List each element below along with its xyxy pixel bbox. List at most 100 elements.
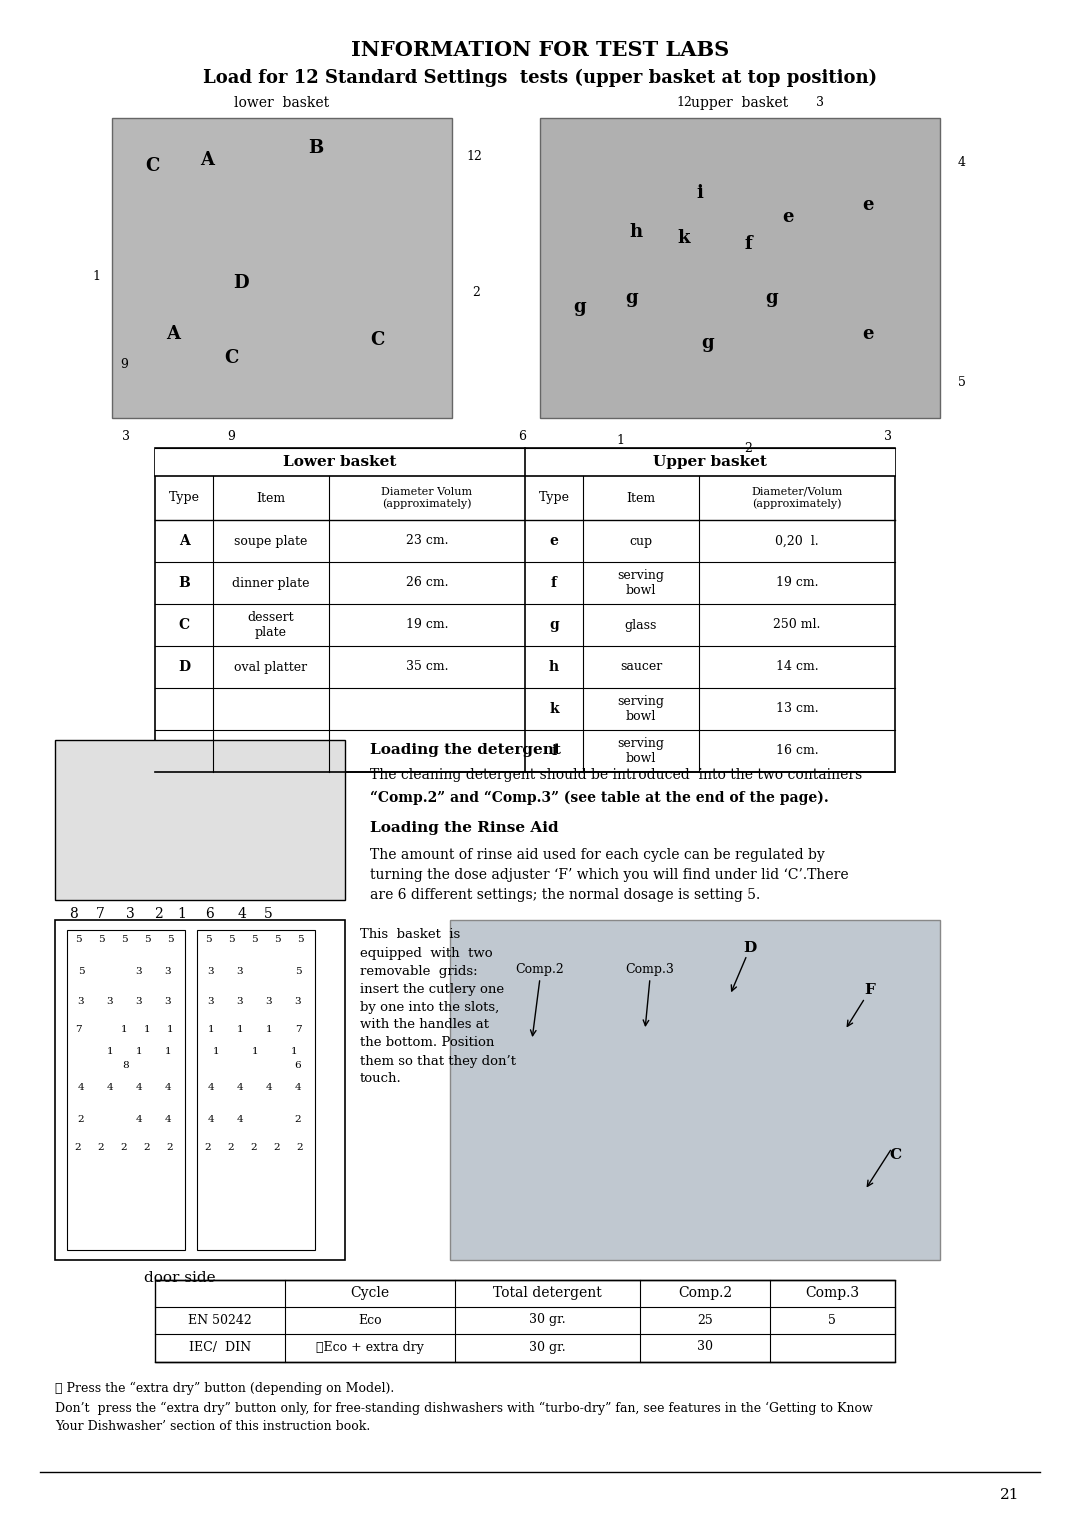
Text: 2: 2 [295, 1115, 301, 1125]
Text: are 6 different settings; the normal dosage is setting 5.: are 6 different settings; the normal dos… [370, 888, 760, 902]
Text: 9: 9 [227, 429, 235, 443]
Text: 1: 1 [164, 1048, 172, 1056]
Text: F: F [865, 983, 876, 996]
Text: removable  grids:: removable grids: [360, 964, 477, 978]
Text: 5: 5 [228, 935, 234, 944]
Text: A: A [166, 325, 180, 342]
Text: 1: 1 [616, 434, 624, 446]
Text: ★ Press the “extra dry” button (depending on Model).: ★ Press the “extra dry” button (dependin… [55, 1381, 394, 1395]
Text: 8: 8 [69, 908, 78, 921]
Text: i: i [697, 183, 703, 202]
Text: Upper basket: Upper basket [653, 455, 767, 469]
Text: 4: 4 [164, 1083, 172, 1093]
Text: 4: 4 [238, 908, 246, 921]
Text: door side: door side [145, 1271, 216, 1285]
Text: the bottom. Position: the bottom. Position [360, 1036, 495, 1050]
Bar [55, 740, 345, 900]
Text: 1: 1 [144, 1025, 150, 1034]
Text: k: k [678, 229, 690, 248]
Text: equipped  with  two: equipped with two [360, 946, 492, 960]
Text: 4: 4 [266, 1083, 272, 1093]
Text: 4: 4 [136, 1115, 143, 1125]
Text: Your Dishwasher’ section of this instruction book.: Your Dishwasher’ section of this instruc… [55, 1420, 370, 1433]
Text: Comp.2: Comp.2 [678, 1287, 732, 1300]
Text: 5: 5 [958, 376, 966, 388]
Text: Diameter Volum
(approximately): Diameter Volum (approximately) [381, 487, 473, 509]
Bar [540, 118, 940, 419]
Text: cup: cup [630, 535, 652, 547]
Text: 3: 3 [207, 998, 214, 1007]
Text: 4: 4 [958, 156, 966, 170]
Text: 6: 6 [295, 1062, 301, 1071]
Text: 13 cm.: 13 cm. [775, 703, 819, 715]
Text: 4: 4 [237, 1115, 243, 1125]
Bar [67, 931, 185, 1250]
Text: 6: 6 [205, 908, 214, 921]
Text: serving
bowl: serving bowl [618, 568, 664, 597]
Text: The cleaning detergent should be introduced  into the two containers: The cleaning detergent should be introdu… [370, 769, 862, 782]
Text: 5: 5 [295, 967, 301, 976]
Text: 3: 3 [122, 429, 130, 443]
Text: 3: 3 [78, 998, 84, 1007]
Text: A: A [200, 151, 214, 170]
Text: dinner plate: dinner plate [232, 576, 310, 590]
Text: g: g [573, 298, 586, 316]
Text: 3: 3 [164, 967, 172, 976]
Text: 5: 5 [205, 935, 212, 944]
Text: g: g [549, 617, 558, 633]
Text: A: A [178, 533, 189, 549]
Text: soupe plate: soupe plate [234, 535, 308, 547]
Bar [55, 920, 345, 1261]
Text: glass: glass [625, 619, 658, 631]
Text: 3: 3 [164, 998, 172, 1007]
Text: 2: 2 [273, 1143, 281, 1152]
Text: IEC/  DIN: IEC/ DIN [189, 1340, 251, 1354]
Text: them so that they don’t: them so that they don’t [360, 1054, 516, 1068]
Text: Lower basket: Lower basket [283, 455, 396, 469]
Text: 35 cm.: 35 cm. [406, 660, 448, 674]
Text: Comp.3: Comp.3 [805, 1287, 859, 1300]
Text: 30 gr.: 30 gr. [529, 1340, 565, 1354]
Text: 1: 1 [177, 908, 187, 921]
Text: 250 ml.: 250 ml. [773, 619, 821, 631]
Text: B: B [309, 139, 324, 157]
Text: f: f [551, 576, 557, 590]
Text: 16 cm.: 16 cm. [775, 744, 819, 758]
Bar [156, 448, 525, 477]
Text: 2: 2 [472, 286, 480, 298]
Text: 5: 5 [828, 1314, 836, 1326]
Text: C: C [370, 332, 384, 348]
Text: C: C [889, 1148, 901, 1161]
Text: Comp.2: Comp.2 [515, 964, 565, 976]
Text: 3: 3 [816, 96, 824, 110]
Text: 6: 6 [518, 429, 526, 443]
Text: k: k [550, 701, 558, 717]
Text: INFORMATION FOR TEST LABS: INFORMATION FOR TEST LABS [351, 40, 729, 60]
Text: 7: 7 [295, 1025, 301, 1034]
Bar [156, 1280, 895, 1361]
Text: 19 cm.: 19 cm. [775, 576, 819, 590]
Text: 25: 25 [697, 1314, 713, 1326]
Text: e: e [862, 196, 874, 214]
Text: 1: 1 [213, 1048, 219, 1056]
Text: 4: 4 [207, 1083, 214, 1093]
Text: 1: 1 [266, 1025, 272, 1034]
Text: C: C [224, 348, 239, 367]
Text: Type: Type [539, 492, 569, 504]
Text: f: f [744, 235, 752, 254]
Text: by one into the slots,: by one into the slots, [360, 1001, 499, 1013]
Text: 2: 2 [121, 1143, 127, 1152]
Text: 4: 4 [207, 1115, 214, 1125]
Text: 5: 5 [273, 935, 281, 944]
Text: Comp.3: Comp.3 [625, 964, 674, 976]
Text: g: g [702, 335, 714, 351]
Text: turning the dose adjuster ‘F’ which you will find under lid ‘C’.There: turning the dose adjuster ‘F’ which you … [370, 868, 849, 882]
Text: serving
bowl: serving bowl [618, 695, 664, 723]
Bar [450, 920, 940, 1261]
Text: 3: 3 [136, 998, 143, 1007]
Text: 1: 1 [121, 1025, 127, 1034]
Text: 4: 4 [78, 1083, 84, 1093]
Text: 1: 1 [107, 1048, 113, 1056]
Text: B: B [178, 576, 190, 590]
Text: h: h [549, 660, 559, 674]
